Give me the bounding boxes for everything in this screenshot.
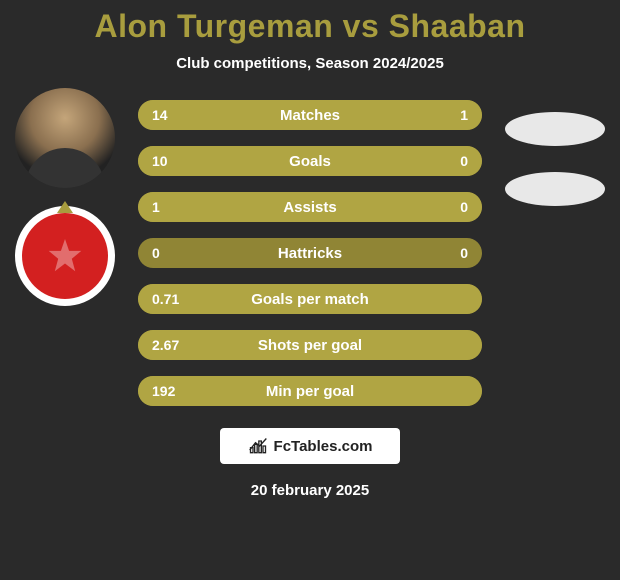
- stat-row: 1 Assists 0: [138, 192, 482, 222]
- club-badge-inner: [22, 213, 108, 299]
- brand-badge[interactable]: FcTables.com: [220, 428, 400, 464]
- player-placeholder-ellipse: [505, 112, 605, 146]
- club-badge: [15, 206, 115, 306]
- stat-value-left: 2.67: [152, 337, 179, 353]
- stat-label: Goals per match: [251, 291, 369, 308]
- player-avatar: [15, 88, 115, 188]
- stat-label: Shots per goal: [258, 337, 362, 354]
- page-subtitle: Club competitions, Season 2024/2025: [0, 55, 620, 72]
- stat-value-left: 192: [152, 383, 175, 399]
- brand-text: FcTables.com: [274, 438, 373, 455]
- left-player-column: [10, 88, 120, 306]
- stat-bar-right: [396, 100, 482, 130]
- stat-label: Hattricks: [278, 245, 342, 262]
- content-area: 14 Matches 1 10 Goals 0 1 Assists 0 0 Hattricks 0 0.…: [0, 100, 620, 406]
- stat-value-right: 1: [460, 107, 468, 123]
- right-player-column: [500, 112, 610, 206]
- stat-value-left: 10: [152, 153, 168, 169]
- stat-row: 2.67 Shots per goal: [138, 330, 482, 360]
- comparison-card: Alon Turgeman vs Shaaban Club competitio…: [0, 0, 620, 580]
- stat-value-left: 1: [152, 199, 160, 215]
- chart-icon: [248, 436, 268, 456]
- stat-value-right: 0: [460, 153, 468, 169]
- stat-row: 192 Min per goal: [138, 376, 482, 406]
- stat-value-left: 0.71: [152, 291, 179, 307]
- stat-label: Min per goal: [266, 383, 354, 400]
- stat-row: 14 Matches 1: [138, 100, 482, 130]
- stat-value-right: 0: [460, 199, 468, 215]
- stat-row: 10 Goals 0: [138, 146, 482, 176]
- stat-value-left: 14: [152, 107, 168, 123]
- stat-bar-left: [138, 100, 396, 130]
- stat-row: 0 Hattricks 0: [138, 238, 482, 268]
- page-title: Alon Turgeman vs Shaaban: [0, 8, 620, 45]
- stat-label: Goals: [289, 153, 331, 170]
- stat-label: Matches: [280, 107, 340, 124]
- stat-value-right: 0: [460, 245, 468, 261]
- stat-value-left: 0: [152, 245, 160, 261]
- stat-label: Assists: [283, 199, 336, 216]
- stats-list: 14 Matches 1 10 Goals 0 1 Assists 0 0 Hattricks 0 0.…: [138, 100, 482, 406]
- club-placeholder-ellipse: [505, 172, 605, 206]
- stat-row: 0.71 Goals per match: [138, 284, 482, 314]
- footer-date: 20 february 2025: [0, 482, 620, 499]
